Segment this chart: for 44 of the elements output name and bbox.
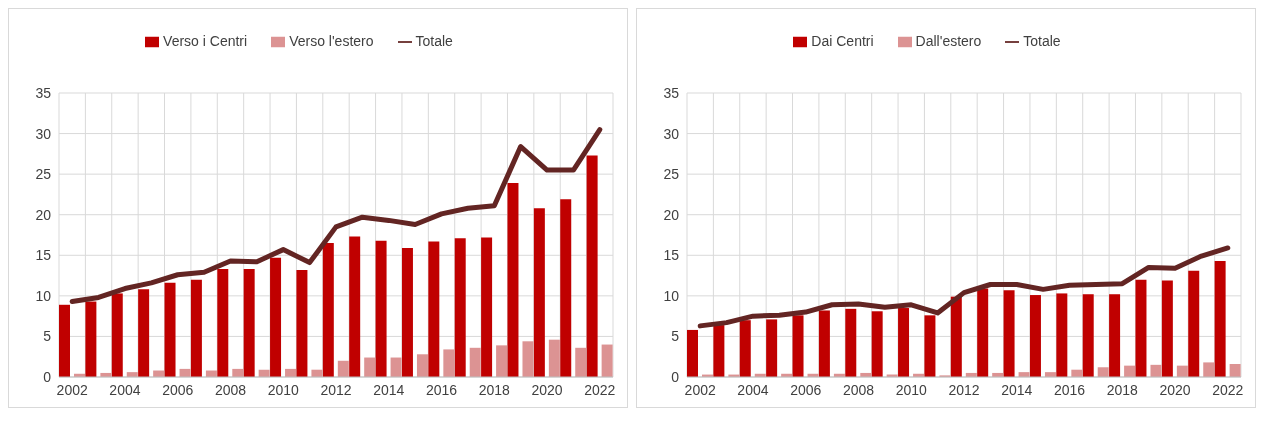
x-tick-label: 2016	[425, 381, 458, 398]
x-tick-label: 2020	[531, 381, 563, 398]
x-tick-label: 2002	[684, 381, 716, 398]
y-tick-label: 35	[663, 84, 680, 101]
y-tick-label: 25	[663, 166, 680, 183]
x-tick-label: 2014	[1001, 381, 1033, 398]
x-tick-label: 2010	[267, 381, 300, 398]
x-tick-label: 2012	[320, 381, 352, 398]
x-tick-label: 2012	[948, 381, 980, 398]
x-tick-label: 2008	[842, 381, 875, 398]
y-tick-label: 20	[663, 206, 680, 223]
y-tick-label: 15	[663, 247, 680, 264]
legend-label: Verso i Centri	[163, 33, 248, 49]
x-tick-label: 2004	[737, 381, 769, 398]
x-tick-label: 2006	[162, 381, 194, 398]
y-tick-label: 5	[671, 328, 680, 345]
legend-label: Verso l'estero	[289, 33, 374, 49]
y-tick-label: 20	[35, 206, 52, 223]
y-tick-label: 35	[35, 84, 52, 101]
x-tick-label: 2010	[895, 381, 928, 398]
x-tick-label: 2022	[584, 381, 616, 398]
x-tick-label: 2002	[56, 381, 88, 398]
x-tick-label: 2018	[1106, 381, 1139, 398]
y-tick-label: 25	[35, 166, 52, 183]
x-tick-label: 2020	[1159, 381, 1191, 398]
y-tick-label: 30	[663, 125, 680, 142]
x-tick-label: 2014	[373, 381, 405, 398]
y-tick-label: 10	[35, 287, 52, 304]
x-tick-label: 2004	[109, 381, 141, 398]
legend-label: Dall'estero	[915, 33, 982, 49]
legend-label: Dai Centri	[811, 33, 874, 49]
y-tick-label: 0	[671, 368, 680, 385]
legend-label: Totale	[1023, 33, 1061, 49]
legend-label: Totale	[415, 33, 453, 49]
x-tick-label: 2022	[1212, 381, 1244, 398]
y-tick-label: 15	[35, 247, 52, 264]
y-tick-label: 0	[43, 368, 52, 385]
y-tick-label: 10	[663, 287, 680, 304]
x-tick-label: 2016	[1053, 381, 1086, 398]
x-tick-label: 2006	[790, 381, 822, 398]
y-tick-label: 30	[35, 125, 52, 142]
y-tick-label: 5	[43, 328, 52, 345]
x-tick-label: 2008	[214, 381, 247, 398]
x-tick-label: 2018	[478, 381, 511, 398]
